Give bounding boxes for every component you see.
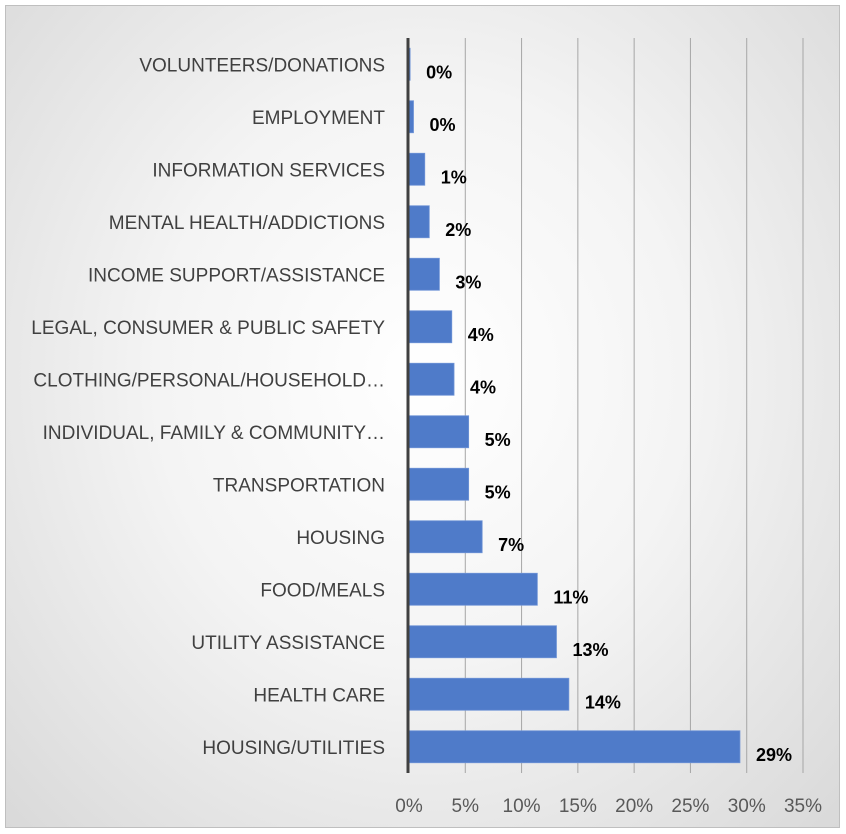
data-label: 3%: [455, 272, 481, 292]
bar: [408, 362, 455, 396]
data-label: 14%: [585, 692, 621, 712]
data-label: 0%: [426, 62, 452, 82]
x-tick-label: 30%: [728, 796, 766, 817]
data-label: 5%: [485, 482, 511, 502]
bar: [408, 257, 440, 291]
bar: [408, 100, 414, 134]
data-label: 4%: [470, 377, 496, 397]
bar: [408, 205, 430, 239]
data-label: 2%: [445, 220, 471, 240]
category-label: MENTAL HEALTH/ADDICTIONS: [109, 213, 385, 234]
bar: [408, 625, 557, 659]
data-label: 1%: [441, 167, 467, 187]
bar: [408, 152, 426, 186]
bar: [408, 730, 741, 764]
bar: [408, 572, 538, 606]
data-label: 4%: [468, 325, 494, 345]
x-tick-label: 35%: [784, 796, 822, 817]
category-label: EMPLOYMENT: [252, 108, 385, 129]
category-label: UTILITY ASSISTANCE: [191, 633, 385, 654]
data-label: 13%: [572, 640, 608, 660]
category-label: TRANSPORTATION: [213, 475, 385, 496]
x-tick-label: 20%: [615, 796, 653, 817]
category-label: VOLUNTEERS/DONATIONS: [139, 55, 385, 76]
data-label: 7%: [498, 535, 524, 555]
bar: [408, 467, 470, 501]
bar: [408, 520, 483, 554]
category-label: CLOTHING/PERSONAL/HOUSEHOLD…: [33, 370, 385, 391]
gridlines: [464, 38, 804, 773]
bar: [408, 310, 453, 344]
category-label: HOUSING: [296, 528, 385, 549]
category-label: HEALTH CARE: [253, 685, 385, 706]
bars: [408, 47, 741, 764]
x-tick-label: 15%: [559, 796, 597, 817]
data-label: 0%: [430, 115, 456, 135]
category-label: FOOD/MEALS: [260, 580, 385, 601]
category-label: INCOME SUPPORT/ASSISTANCE: [88, 265, 385, 286]
data-label: 5%: [485, 430, 511, 450]
x-tick-label: 5%: [452, 796, 480, 817]
labels: 0% 5% 10% 15% 20% 25% 30% 35% VOLUNTEERS/DONATIO…: [31, 55, 822, 817]
x-tick-label: 0%: [395, 796, 423, 817]
data-label: 11%: [553, 587, 588, 607]
x-tick-label: 25%: [671, 796, 709, 817]
category-label: INDIVIDUAL, FAMILY & COMMUNITY…: [43, 423, 385, 444]
category-label: LEGAL, CONSUMER & PUBLIC SAFETY: [31, 318, 385, 339]
category-label: HOUSING/UTILITIES: [202, 738, 385, 759]
data-label: 29%: [756, 745, 792, 765]
x-tick-label: 10%: [503, 796, 541, 817]
bar: [408, 677, 570, 711]
category-label: INFORMATION SERVICES: [152, 160, 385, 181]
bar: [408, 415, 470, 449]
